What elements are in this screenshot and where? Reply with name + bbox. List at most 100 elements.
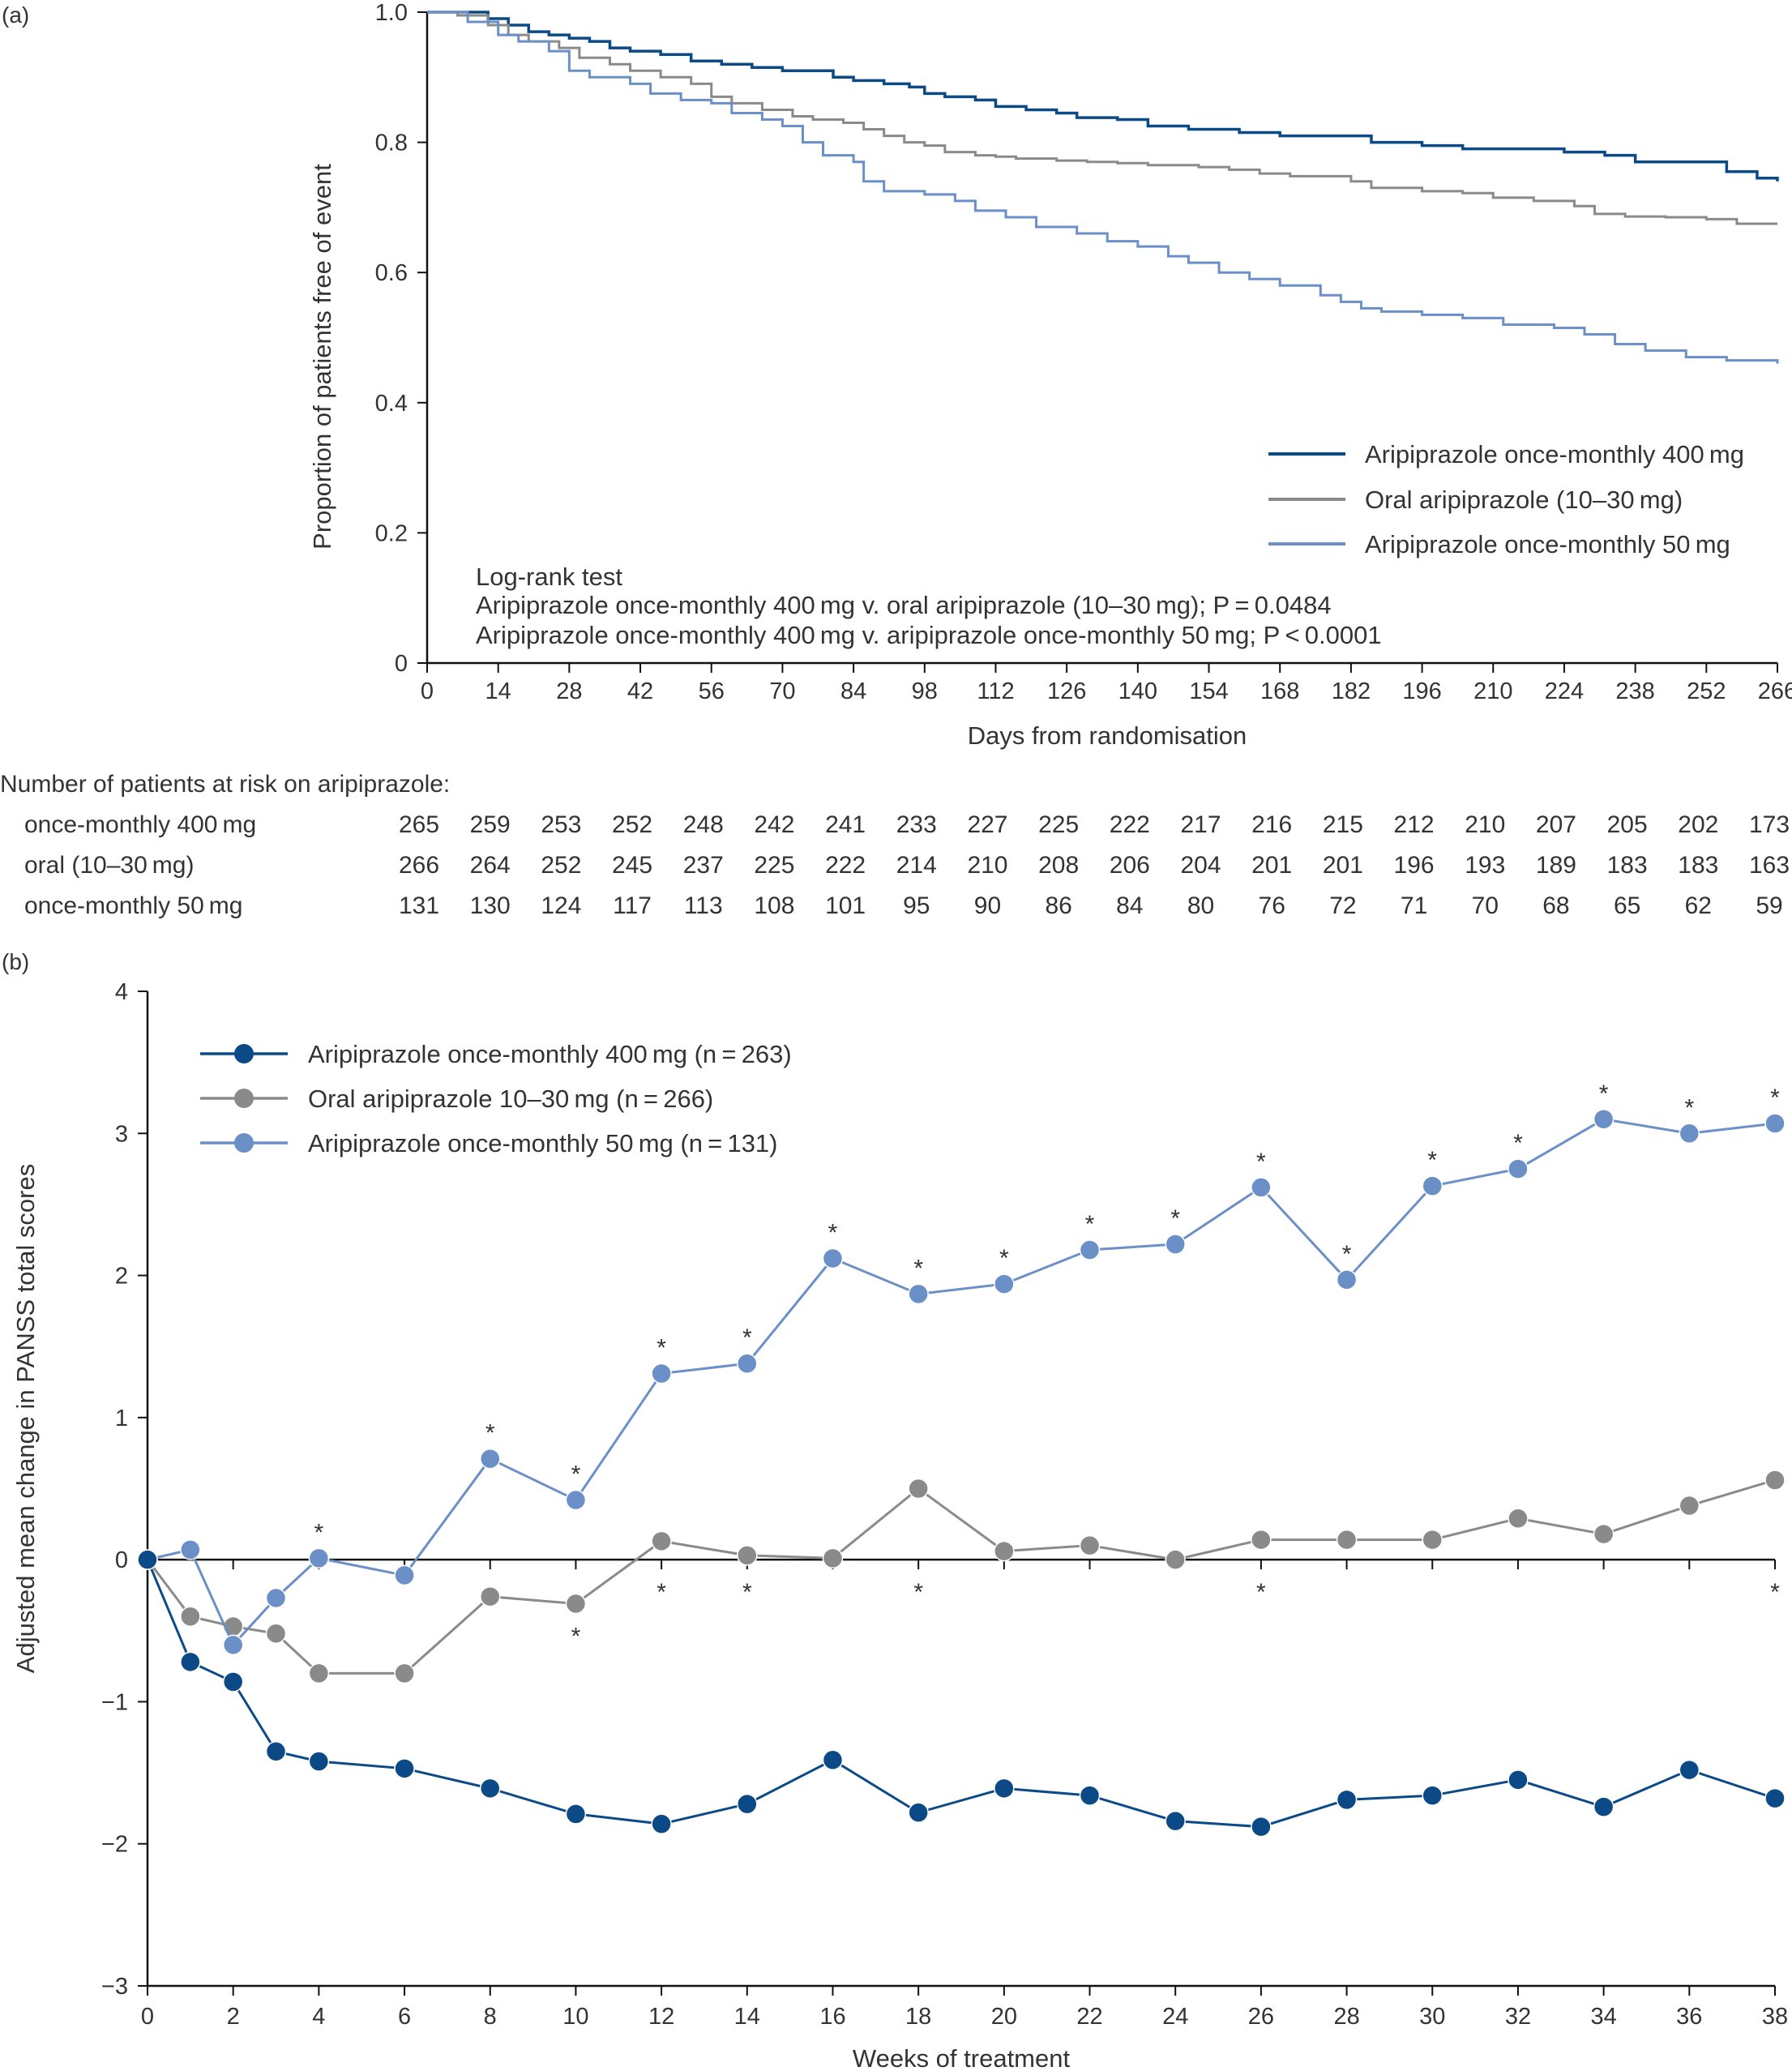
data-point-oral [180,1606,201,1628]
panel-b-x-tick-label: 34 [1590,2004,1616,2030]
at-risk-cell: 204 [1180,852,1221,879]
at-risk-cell: 252 [612,811,652,838]
legend-label-400mg: Aripiprazole once-monthly 400 mg [1365,440,1744,469]
at-risk-cell: 68 [1542,892,1569,919]
panel-b-x-tick-label: 8 [484,2004,497,2030]
at-risk-cell: 245 [612,852,652,879]
at-risk-cell: 193 [1465,852,1505,879]
panel-a-x-tick-label: 154 [1189,678,1228,704]
panel-b-x-tick-label: 30 [1419,2004,1445,2030]
panel-a-legend: Aripiprazole once-monthly 400 mg Oral ar… [1268,440,1744,558]
panel-b-y-axis-label: Adjusted mean change in PANSS total scor… [11,1164,40,1673]
data-point-400mg [308,1751,330,1772]
panel-b-label: (b) [2,949,29,974]
data-point-50mg [822,1247,844,1269]
panel-a-x-tick-label: 56 [699,678,725,704]
significance-star: * [913,1255,923,1282]
data-point-400mg [394,1758,415,1779]
at-risk-cell: 202 [1678,811,1718,838]
panel-b-x-tick-label: 36 [1676,2004,1702,2030]
at-risk-cell: 201 [1323,852,1363,879]
panel-b-y-tick-label: 3 [115,1121,128,1147]
at-risk-cell: 183 [1678,852,1718,879]
data-point-50mg [1165,1234,1186,1255]
data-point-50mg [222,1634,244,1656]
significance-star: * [1256,1149,1266,1175]
panel-b-x-tick-label: 38 [1762,2004,1788,2030]
panel-a-x-tick-label: 210 [1473,678,1512,704]
significance-star: * [1427,1147,1437,1174]
at-risk-cell: 173 [1749,811,1790,838]
data-point-oral [222,1615,244,1637]
significance-star: * [571,1461,581,1488]
legend-marker-400mg-b [234,1044,254,1063]
panel-a-x-tick-label: 252 [1687,678,1726,704]
series-line-400mg [146,1559,1776,1829]
at-risk-cell: 201 [1251,852,1292,879]
panel-b-x-tick-label: 22 [1076,2004,1102,2030]
at-risk-cell: 252 [541,852,581,879]
panel-a-x-tick-label: 112 [977,678,1014,704]
at-risk-cell: 265 [399,811,439,838]
at-risk-table: Number of patients at risk on aripiprazo… [0,771,1790,919]
data-point-oral [994,1540,1015,1562]
at-risk-cell: 225 [1038,811,1079,838]
panel-b-x-tick-label: 20 [991,2004,1017,2030]
at-risk-cell: 233 [896,811,937,838]
panel-a-x-tick-label: 84 [840,678,866,704]
panel-b-x-axis-label: Weeks of treatment [853,2044,1071,2071]
at-risk-cell: 259 [470,811,511,838]
at-risk-cell: 59 [1756,892,1782,919]
panel-a-axes: 0 14 28 42 56 70 84 98 112 126 140 154 168 182 196 210 2… [375,0,1792,704]
significance-star: * [656,1335,666,1362]
at-risk-cell: 222 [1110,811,1150,838]
series-line-50mg [147,1118,1776,1648]
panel-b-x-tick-label: 12 [648,2004,674,2030]
at-risk-cell: 101 [825,892,866,919]
data-point-50mg [994,1273,1015,1294]
at-risk-cell: 84 [1116,892,1143,919]
at-risk-row-label-50mg: once-monthly 50 mg [24,892,242,919]
at-risk-cell: 90 [974,892,1001,919]
at-risk-cell: 222 [825,852,866,879]
significance-star: * [314,1519,324,1546]
at-risk-cell: 80 [1187,892,1214,919]
data-point-50mg [180,1539,201,1560]
data-point-50mg [1679,1123,1700,1145]
data-point-400mg [180,1651,201,1673]
at-risk-cell: 225 [754,852,794,879]
panel-a-x-tick-label: 28 [556,678,582,704]
panel-a-x-tick-label: 140 [1118,678,1157,704]
panel-b-y-tick-label: −2 [101,1832,128,1858]
panel-a: (a) Proportion of patients free of event… [2,0,1792,750]
panel-a-logrank-note: Log-rank test Aripiprazole once-monthly … [476,563,1382,649]
at-risk-cell: 242 [754,811,794,838]
legend-label-400mg-b: Aripiprazole once-monthly 400 mg (n = 26… [308,1040,792,1068]
at-risk-cell: 206 [1110,852,1150,879]
at-risk-cell: 237 [683,852,724,879]
at-risk-cell: 227 [967,811,1007,838]
significance-star: * [999,1245,1009,1272]
data-point-400mg [822,1749,844,1771]
data-point-oral [1165,1549,1186,1570]
panel-a-x-tick-label: 126 [1047,678,1086,704]
panel-a-x-tick-label: 98 [912,678,938,704]
at-risk-cell: 86 [1045,892,1071,919]
data-point-50mg [651,1363,672,1384]
data-point-50mg [737,1353,758,1374]
at-risk-cell: 163 [1749,852,1790,879]
significance-star: * [742,1579,752,1606]
panel-b-x-tick-label: 24 [1162,2004,1188,2030]
panel-b-x-tick-label: 16 [819,2004,845,2030]
data-point-50mg [1079,1239,1101,1260]
legend-label-50mg-b: Aripiprazole once-monthly 50 mg (n = 131… [308,1129,778,1157]
data-point-oral [1764,1470,1786,1491]
panel-a-y-tick-label: 0.2 [375,520,408,546]
panel-b-x-tick-label: 2 [227,2004,240,2030]
data-point-50mg [308,1547,330,1569]
data-point-400mg [1764,1787,1786,1809]
significance-star: * [1513,1130,1523,1157]
panel-a-x-tick-label: 266 [1758,678,1792,704]
panel-b-x-tick-label: 10 [562,2004,588,2030]
significance-star: * [1599,1080,1609,1107]
